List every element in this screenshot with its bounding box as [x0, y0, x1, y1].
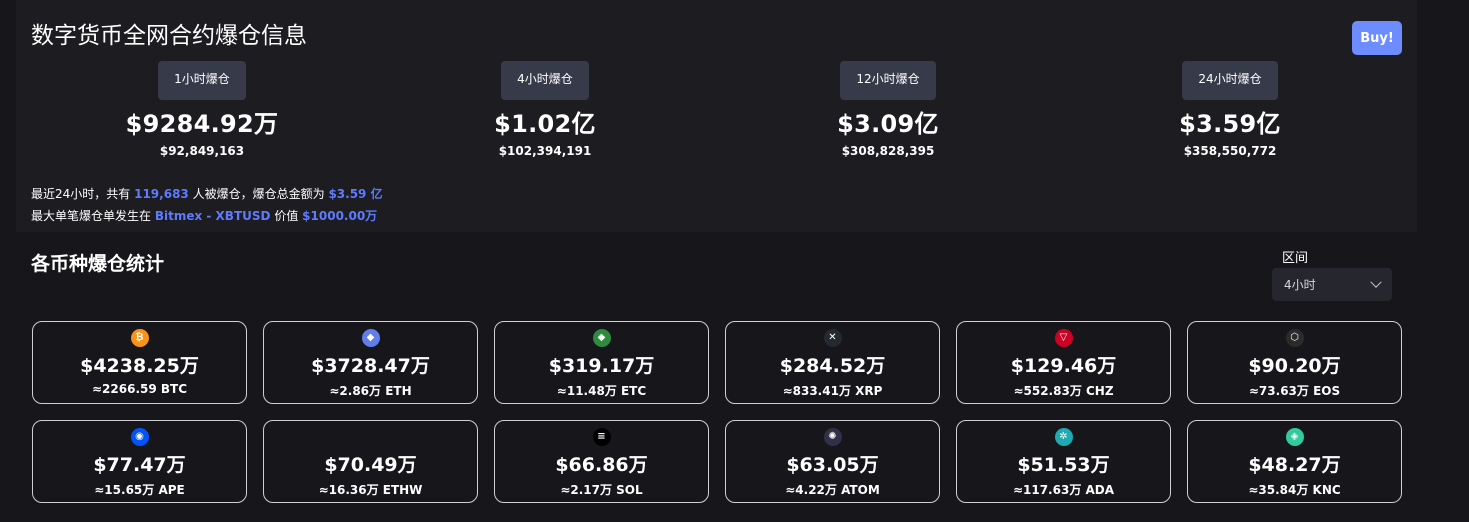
coin-card[interactable]: ₿ $4238.25万 ≈2266.59 BTC — [32, 321, 247, 404]
section-title: 各币种爆仓统计 — [31, 253, 165, 275]
cosmos-icon: ✺ — [823, 428, 842, 446]
period-tag[interactable]: 1小时爆仓 — [158, 61, 246, 100]
period-amount-exact: $92,849,163 — [159, 144, 245, 158]
coin-quantity: ≈16.36万 ETHW — [318, 483, 423, 497]
coin-amount: $63.05万 — [786, 454, 879, 476]
summary-text: 人被爆仓，爆仓总金额为 — [192, 187, 325, 201]
coin-quantity: ≈11.48万 ETC — [556, 384, 647, 398]
coin-amount: $4238.25万 — [80, 355, 199, 377]
coin-card[interactable]: ≡ $66.86万 ≈2.17万 SOL — [494, 420, 709, 503]
max-order-value: $1000.00万 — [302, 209, 378, 223]
summary-panel — [16, 0, 1417, 232]
range-value: 4小时 — [1284, 278, 1316, 292]
ethw-icon — [361, 428, 380, 446]
period-amount: $3.59亿 — [1179, 110, 1281, 138]
exchange-link[interactable]: Bitmex - XBTUSD — [154, 209, 271, 223]
page-title: 数字货币全网合约爆仓信息 — [31, 23, 307, 49]
eos-icon: ⬡ — [1285, 329, 1304, 347]
coin-card[interactable]: ◆ $3728.47万 ≈2.86万 ETH — [263, 321, 478, 404]
coin-quantity: ≈4.22万 ATOM — [785, 483, 880, 497]
summary-line-2: 最大单笔爆仓单发生在 Bitmex - XBTUSD 价值 $1000.00万 — [31, 205, 383, 227]
coin-quantity: ≈2266.59 BTC — [91, 382, 188, 396]
range-select[interactable]: 4小时 — [1272, 268, 1392, 301]
coin-quantity: ≈552.83万 CHZ — [1013, 384, 1114, 398]
coin-amount: $51.53万 — [1017, 454, 1110, 476]
buy-button[interactable]: Buy! — [1352, 21, 1402, 55]
period-tag[interactable]: 24小时爆仓 — [1182, 61, 1278, 100]
summary-text: 价值 — [274, 209, 299, 223]
ethereum-classic-icon: ◆ — [592, 329, 611, 347]
coin-amount: $3728.47万 — [311, 355, 430, 377]
coin-quantity: ≈15.65万 APE — [94, 483, 185, 497]
coin-card[interactable]: ✕ $284.52万 ≈833.41万 XRP — [725, 321, 940, 404]
period-12h: 12小时爆仓 $3.09亿 $308,828,395 — [788, 61, 988, 158]
coin-card[interactable]: ✲ $51.53万 ≈117.63万 ADA — [956, 420, 1171, 503]
coin-card[interactable]: ◈ $48.27万 ≈35.84万 KNC — [1187, 420, 1402, 503]
period-amount: $9284.92万 — [125, 110, 279, 138]
chevron-down-icon — [1370, 276, 1382, 288]
coin-amount: $48.27万 — [1248, 454, 1341, 476]
period-amount-exact: $358,550,772 — [1183, 144, 1277, 158]
period-24h: 24小时爆仓 $3.59亿 $358,550,772 — [1130, 61, 1330, 158]
ethereum-icon: ◆ — [361, 329, 380, 347]
chiliz-icon: ▽ — [1054, 329, 1073, 347]
coin-quantity: ≈35.84万 KNC — [1248, 483, 1341, 497]
cardano-icon: ✲ — [1054, 428, 1073, 446]
summary-text: 最近24小时，共有 — [31, 187, 131, 201]
coin-amount: $129.46万 — [1010, 355, 1117, 377]
period-4h: 4小时爆仓 $1.02亿 $102,394,191 — [445, 61, 645, 158]
apecoin-icon: ◉ — [130, 428, 149, 446]
period-amount-exact: $102,394,191 — [498, 144, 592, 158]
coin-amount: $284.52万 — [779, 355, 886, 377]
coin-card[interactable]: ▽ $129.46万 ≈552.83万 CHZ — [956, 321, 1171, 404]
coin-card[interactable]: ⬡ $90.20万 ≈73.63万 EOS — [1187, 321, 1402, 404]
coin-amount: $66.86万 — [555, 454, 648, 476]
coin-card[interactable]: ✺ $63.05万 ≈4.22万 ATOM — [725, 420, 940, 503]
period-amount: $1.02亿 — [494, 110, 596, 138]
coin-quantity: ≈73.63万 EOS — [1248, 384, 1341, 398]
solana-icon: ≡ — [592, 428, 611, 446]
period-amount: $3.09亿 — [837, 110, 939, 138]
coin-quantity: ≈833.41万 XRP — [782, 384, 883, 398]
coin-amount: $319.17万 — [548, 355, 655, 377]
coin-card[interactable]: ◆ $319.17万 ≈11.48万 ETC — [494, 321, 709, 404]
coin-quantity: ≈2.86万 ETH — [329, 384, 412, 398]
coin-quantity: ≈2.17万 SOL — [560, 483, 643, 497]
coin-amount: $90.20万 — [1248, 355, 1341, 377]
xrp-icon: ✕ — [823, 329, 842, 347]
coin-card[interactable]: ◉ $77.47万 ≈15.65万 APE — [32, 420, 247, 503]
period-amount-exact: $308,828,395 — [841, 144, 935, 158]
kyber-icon: ◈ — [1285, 428, 1304, 446]
total-amount: $3.59 亿 — [328, 187, 383, 201]
coin-card[interactable]: $70.49万 ≈16.36万 ETHW — [263, 420, 478, 503]
period-tag[interactable]: 12小时爆仓 — [840, 61, 936, 100]
coin-amount: $77.47万 — [93, 454, 186, 476]
period-1h: 1小时爆仓 $9284.92万 $92,849,163 — [102, 61, 302, 158]
people-count: 119,683 — [134, 187, 189, 201]
bitcoin-icon: ₿ — [130, 329, 149, 347]
coin-quantity: ≈117.63万 ADA — [1012, 483, 1115, 497]
coin-amount: $70.49万 — [324, 454, 417, 476]
summary-line-1: 最近24小时，共有 119,683 人被爆仓，爆仓总金额为 $3.59 亿 — [31, 183, 383, 205]
period-tag[interactable]: 4小时爆仓 — [501, 61, 589, 100]
liquidation-summary: 最近24小时，共有 119,683 人被爆仓，爆仓总金额为 $3.59 亿 最大… — [31, 183, 383, 227]
range-label: 区间 — [1282, 251, 1309, 266]
summary-text: 最大单笔爆仓单发生在 — [31, 209, 152, 223]
